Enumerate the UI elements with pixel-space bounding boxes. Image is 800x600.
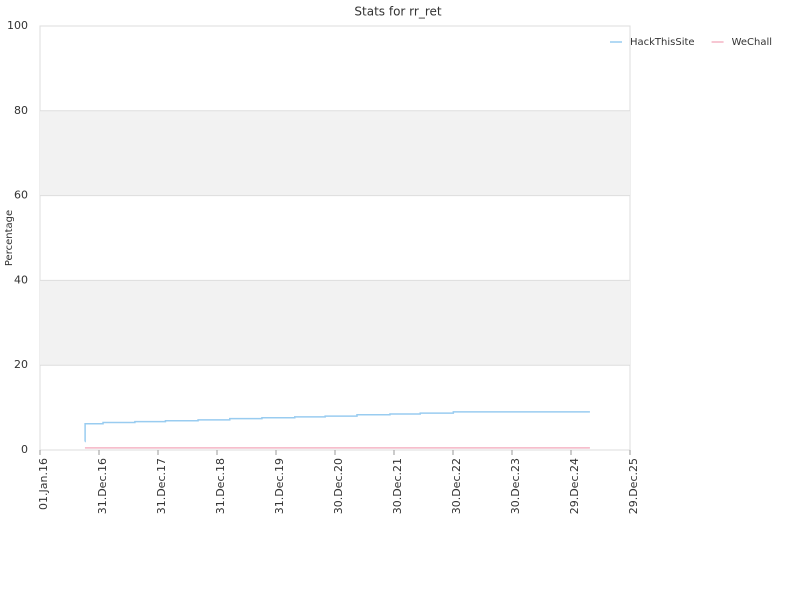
legend-label: WeChall <box>732 37 772 48</box>
y-tick-label: 100 <box>7 19 28 32</box>
y-tick-label: 60 <box>14 189 28 202</box>
x-tick-label: 29.Dec.25 <box>627 458 640 514</box>
x-tick-label: 30.Dec.21 <box>391 458 404 514</box>
x-tick-label: 30.Dec.23 <box>509 458 522 514</box>
x-tick-label: 29.Dec.24 <box>568 458 581 514</box>
x-tick-label: 31.Dec.18 <box>214 458 227 514</box>
x-tick-label: 31.Dec.17 <box>155 458 168 514</box>
y-tick-label: 0 <box>21 443 28 456</box>
y-tick-label: 80 <box>14 104 28 117</box>
x-tick-label: 30.Dec.22 <box>450 458 463 514</box>
line-series <box>84 411 590 443</box>
chart-title: Stats for rr_ret <box>354 5 441 19</box>
x-tick-label: 01.Jan.16 <box>37 458 50 510</box>
plot-area <box>39 25 631 451</box>
plot-band <box>40 110 630 196</box>
y-tick-label: 40 <box>14 273 28 286</box>
x-tick-label: 31.Dec.19 <box>273 458 286 514</box>
x-tick-label: 30.Dec.20 <box>332 458 345 514</box>
y-tick-label: 20 <box>14 358 28 371</box>
x-tick-label: 31.Dec.16 <box>96 458 109 514</box>
legend-label: HackThisSite <box>630 37 695 48</box>
plot-band <box>40 280 630 366</box>
y-axis-label: Percentage <box>4 210 15 266</box>
